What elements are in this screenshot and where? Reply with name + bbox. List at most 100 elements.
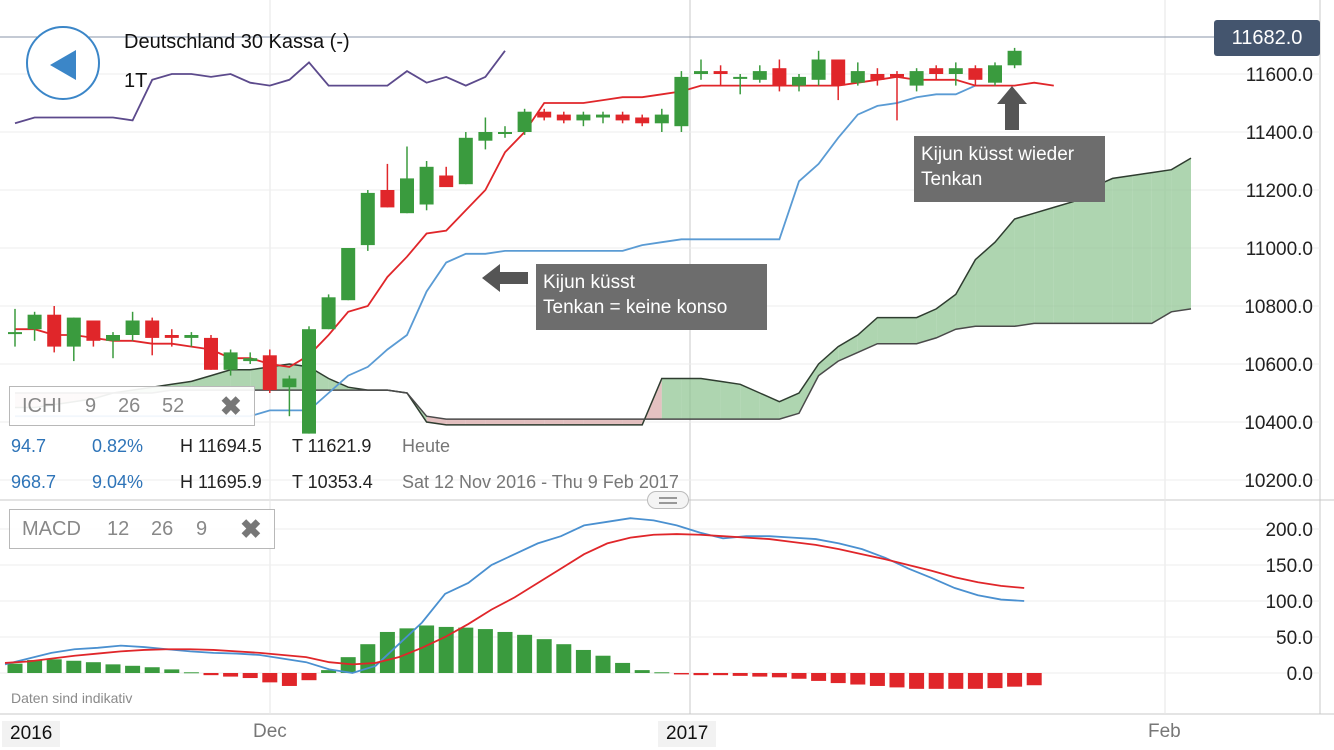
cloud-segment [622,419,643,425]
annotation-text: Tenkan = keine konso [543,297,728,318]
macd-histogram-bar [948,673,964,689]
annotation-text: Kijun küsst [543,272,635,293]
candle-up [752,71,767,80]
cloud-segment [1073,187,1093,324]
cloud-segment [485,419,505,425]
macd-histogram-bar [321,670,337,673]
macd-histogram-bar [379,631,395,673]
candle-down [556,114,571,121]
cloud-segment [799,364,819,414]
ichimoku-indicator-box[interactable]: ICHI 9 26 52 ✖ [9,386,255,426]
annotation-text: Kijun küsst wieder [921,144,1075,165]
candle-down [145,320,160,338]
cloud-segment [1171,158,1191,312]
macd-histogram-bar [909,673,925,689]
cloud-segment [426,416,447,425]
candle-down [713,71,728,74]
candle-down [635,117,650,124]
x-axis-label: Feb [1148,721,1181,742]
period-label[interactable]: 1T [124,70,148,92]
candle-up [694,71,708,74]
period-range-label: Sat 12 Nov 2016 - Thu 9 Feb 2017 [402,472,679,492]
macd-histogram-bar [399,628,415,673]
close-icon[interactable]: ✖ [220,391,242,421]
macd-histogram-bar [654,672,670,674]
candle-down [831,59,846,86]
ichimoku-param: 52 [162,395,185,417]
macd-histogram-bar [732,673,748,676]
candle-up [988,65,1002,83]
macd-histogram-bar [281,673,297,686]
macd-histogram-bar [771,673,787,678]
cloud-segment [936,294,956,338]
cloud-segment [1014,213,1035,327]
macd-y-tick-label: 150.0 [1265,556,1313,577]
cloud-segment [524,419,545,425]
macd-histogram-bar [105,664,121,673]
candle-up [400,178,414,214]
cloud-segment [955,259,976,330]
cloud-segment [720,381,741,420]
macd-histogram-bar [419,625,435,673]
period-change: 968.7 [11,472,57,492]
cloud-segment [995,219,1015,327]
cloud-segment [1132,172,1152,324]
candle-up [243,358,258,362]
cloud-segment [877,317,897,344]
candle-up [576,114,591,121]
candle-down [86,320,101,341]
macd-histogram-bar [203,673,219,676]
macd-histogram-bar [164,669,180,673]
macd-histogram-bar [360,644,376,673]
macd-histogram-bar [811,673,827,681]
cloud-segment [505,419,525,425]
candle-up [596,114,610,118]
x-axis-label: 2016 [2,721,61,747]
annotation-arrow-left [482,264,528,292]
today-high: H 11694.5 [180,436,262,456]
cloud-segment [1034,207,1054,324]
macd-histogram-bar [301,673,317,681]
cloud-segment [544,419,564,425]
macd-indicator-box[interactable]: MACD 12 26 9 ✖ [9,509,275,549]
ichimoku-param: 26 [118,395,141,417]
macd-histogram-bar [458,627,474,673]
x-axis-label: Dec [253,721,287,742]
panel-resize-handle[interactable] [647,491,689,509]
candle-up [733,76,748,79]
cloud-segment [779,393,799,420]
today-change-pct: 0.82% [92,436,144,456]
x-axis-label: 2017 [658,721,717,747]
macd-histogram-bar [477,629,493,673]
cloud-segment [563,419,584,425]
candle-down [890,74,904,77]
candle-up [360,192,375,246]
back-button[interactable] [26,26,100,100]
macd-param: 9 [196,518,208,540]
cloud-segment [701,378,721,420]
macd-histogram-bar [634,670,650,673]
macd-y-tick-label: 0.0 [1287,664,1313,685]
macd-histogram-bar [928,673,944,689]
candle-down [615,114,630,121]
close-icon[interactable]: ✖ [240,514,262,544]
macd-histogram-bar [144,667,160,673]
candle-up [811,59,826,80]
today-change: 94.7 [11,436,47,456]
cloud-segment [465,419,486,425]
macd-histogram-bar [183,672,199,674]
macd-y-tick-label: 100.0 [1265,592,1313,613]
candle-down [164,335,179,338]
candle-up [458,137,473,185]
candle-up [674,76,689,127]
candle-up [792,76,806,86]
candle-down [380,190,395,208]
macd-histogram-bar [66,660,82,673]
today-range-label: Heute [402,436,451,456]
cloud-segment [897,317,917,344]
candle-up [223,352,238,370]
y-tick-label: 11000.0 [1246,239,1313,260]
signal-line [4,533,1025,666]
macd-histogram-bar [262,673,278,683]
